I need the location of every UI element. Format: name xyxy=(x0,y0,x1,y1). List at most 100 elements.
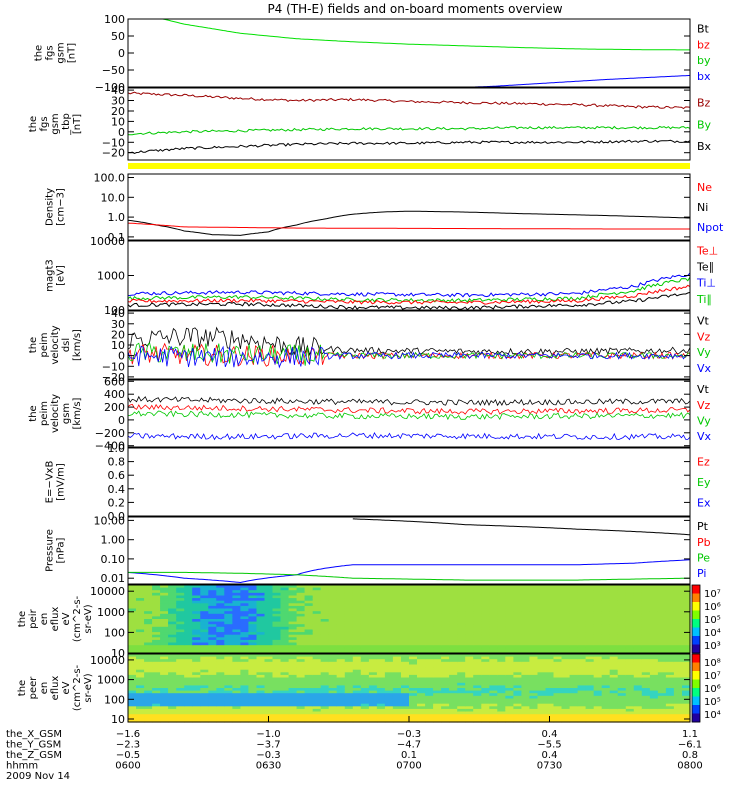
spectrogram-cell xyxy=(168,605,177,610)
spectrogram-cell xyxy=(545,608,555,612)
spectrogram-cell xyxy=(577,669,587,673)
spectrogram-cell xyxy=(449,585,458,589)
spectrogram-cell xyxy=(561,719,571,723)
spectrogram-cell xyxy=(593,645,603,649)
spectrogram-cell xyxy=(296,600,306,604)
spectrogram-cell xyxy=(417,654,426,658)
spectrogram-cell xyxy=(336,605,346,610)
spectrogram-cell xyxy=(160,629,169,633)
spectrogram-cell xyxy=(280,693,290,697)
spectrogram-cell xyxy=(232,682,241,686)
spectrogram-cell xyxy=(497,616,506,620)
spectrogram-cell xyxy=(433,608,442,612)
spectrogram-cell xyxy=(657,688,667,692)
spectrogram-cell xyxy=(529,716,538,720)
spectrogram-cell xyxy=(433,639,442,644)
y-tick-label: 10000 xyxy=(90,654,125,667)
spectrogram-cell xyxy=(320,674,330,679)
spectrogram-cell xyxy=(409,619,418,623)
y-axis-label: fgs xyxy=(45,45,56,60)
spectrogram-cell xyxy=(208,714,217,718)
spectrogram-cell xyxy=(160,642,169,646)
spectrogram-cell xyxy=(336,613,346,617)
spectrogram-cell xyxy=(160,690,169,694)
spectrogram-cell xyxy=(609,693,619,697)
spectrogram-cell xyxy=(682,701,691,705)
spectrogram-cell xyxy=(682,611,691,615)
spectrogram-cell xyxy=(529,647,538,651)
spectrogram-cell xyxy=(384,629,394,633)
spectrogram-cell xyxy=(545,672,555,676)
spectrogram-cell xyxy=(136,603,145,607)
spectrogram-cell xyxy=(489,637,498,641)
spectrogram-cell xyxy=(457,629,466,633)
spectrogram-cell xyxy=(192,634,201,638)
spectrogram-cell xyxy=(272,595,282,599)
spectrogram-cell xyxy=(617,598,627,602)
spectrogram-cell xyxy=(320,698,330,702)
spectrogram-cell xyxy=(609,639,619,644)
spectrogram-cell xyxy=(328,629,338,633)
spectrogram-cell xyxy=(360,654,370,658)
spectrogram-cell xyxy=(682,605,691,610)
spectrogram-cell xyxy=(553,672,563,676)
spectrogram-cell xyxy=(561,682,571,686)
spectrogram-cell xyxy=(384,642,394,646)
spectrogram-cell xyxy=(513,698,522,702)
spectrogram-cell xyxy=(665,708,675,713)
spectrogram-cell xyxy=(280,639,290,644)
spectrogram-cell xyxy=(409,624,418,628)
spectrogram-cell xyxy=(649,645,659,649)
colorbar-segment xyxy=(692,602,700,611)
spectrogram-cell xyxy=(537,619,547,623)
spectrogram-cell xyxy=(328,645,338,649)
colorbar-segment xyxy=(692,662,700,672)
spectrogram-cell xyxy=(457,708,466,713)
spectrogram-cell xyxy=(489,642,498,646)
spectrogram-cell xyxy=(160,634,169,638)
spectrogram-cell xyxy=(288,661,298,665)
spectrogram-cell xyxy=(593,642,603,646)
spectrogram-cell xyxy=(617,688,627,692)
spectrogram-cell xyxy=(312,716,322,720)
spectrogram-cell xyxy=(264,619,274,623)
spectrogram-cell xyxy=(160,595,169,599)
spectrogram-cell xyxy=(352,669,362,673)
spectrogram-cell xyxy=(513,624,522,628)
spectrogram-cell xyxy=(409,680,418,684)
legend-entry: Bt xyxy=(697,22,710,35)
spectrogram-cell xyxy=(505,603,514,607)
spectrogram-cell xyxy=(256,693,266,697)
spectrogram-cell xyxy=(208,624,217,628)
spectrogram-cell xyxy=(384,624,394,628)
spectrogram-cell xyxy=(368,669,378,673)
spectrogram-cell xyxy=(168,650,177,654)
spectrogram-cell xyxy=(593,701,603,705)
spectrogram-cell xyxy=(304,672,314,676)
spectrogram-cell xyxy=(569,672,579,676)
spectrogram-cell xyxy=(641,647,651,651)
spectrogram-cell xyxy=(240,598,249,602)
spectrogram-cell xyxy=(641,587,651,591)
spectrogram-cell xyxy=(184,656,193,660)
spectrogram-cell xyxy=(585,706,595,710)
spectrogram-cell xyxy=(585,629,595,633)
y-axis-label: (cm^2-s- xyxy=(72,595,83,642)
spectrogram-cell xyxy=(216,650,225,654)
spectrogram-cell xyxy=(376,590,386,594)
spectrogram-cell xyxy=(264,626,274,630)
spectrogram-cell xyxy=(625,619,635,623)
spectrogram-cell xyxy=(352,719,362,723)
spectrogram-cell xyxy=(665,613,675,617)
spectrogram-cell xyxy=(312,706,322,710)
spectrogram-cell xyxy=(409,716,418,720)
spectrogram-cell xyxy=(553,664,563,668)
spectrogram-cell xyxy=(136,708,145,713)
colorbar-segment xyxy=(692,696,700,706)
spectrogram-cell xyxy=(384,703,394,707)
spectrogram-cell xyxy=(473,613,482,617)
spectrogram-cell xyxy=(296,629,306,633)
spectrogram-cell xyxy=(296,672,306,676)
spectrogram-cell xyxy=(601,674,611,679)
spectrogram-cell xyxy=(553,703,563,707)
